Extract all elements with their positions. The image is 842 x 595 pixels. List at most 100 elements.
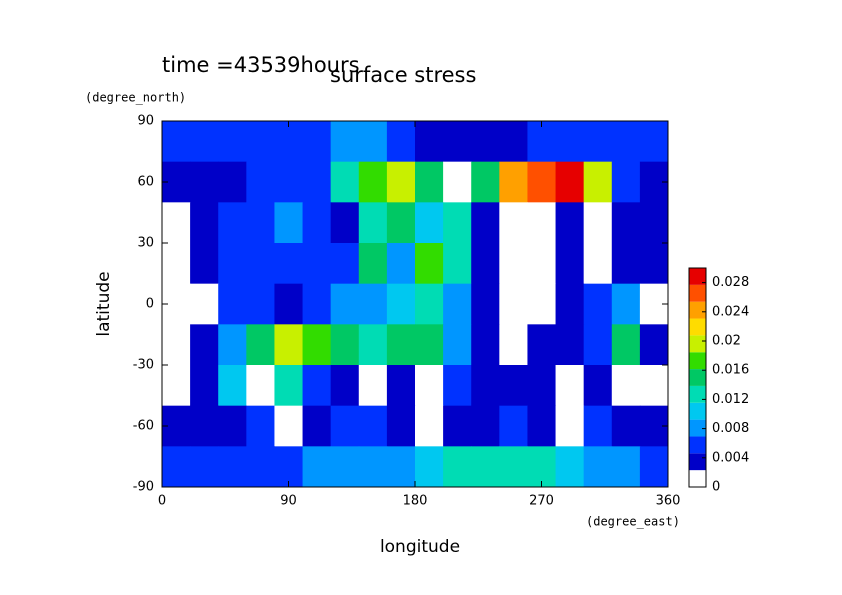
field-cell — [527, 121, 557, 163]
field-cell — [499, 202, 528, 244]
field-cell — [583, 324, 613, 366]
field-cell — [330, 324, 360, 366]
x-axis-label: longitude — [380, 537, 460, 557]
x-unit: (degree_east) — [586, 515, 680, 529]
field-cell — [415, 161, 444, 203]
field-cell — [583, 161, 613, 203]
field-cell — [443, 243, 472, 285]
colorbar-band — [689, 352, 706, 370]
field-cell — [358, 243, 388, 285]
field-cell — [190, 283, 219, 325]
field-cell — [302, 243, 332, 285]
field-cell — [386, 365, 416, 407]
field-cell — [611, 161, 641, 203]
field-cell — [611, 446, 641, 488]
field-cell — [527, 324, 557, 366]
field-cell — [218, 405, 247, 447]
y-tick-label: 90 — [137, 114, 154, 129]
colorbar-band — [689, 402, 706, 420]
field-cell — [218, 324, 247, 366]
field-cell — [527, 365, 557, 407]
field-cell — [162, 121, 191, 163]
field-cell — [330, 243, 360, 285]
field-cell — [471, 243, 500, 285]
field-cell — [611, 121, 641, 163]
field-cell — [471, 446, 500, 488]
colorbar-band — [689, 385, 706, 403]
field-cell — [330, 202, 360, 244]
field-cell — [386, 243, 416, 285]
colorbar-band — [689, 335, 706, 353]
field-cell — [274, 405, 304, 447]
x-tick-label: 270 — [529, 494, 554, 509]
field-cell — [274, 446, 304, 488]
field-cell — [246, 324, 275, 366]
field-cell — [386, 324, 416, 366]
field-cell — [471, 365, 500, 407]
chart-subtitle: time =43539hours — [162, 53, 360, 77]
field-cell — [499, 161, 528, 203]
field-cell — [246, 121, 275, 163]
field-cell — [246, 202, 275, 244]
field-cell — [583, 365, 613, 407]
field-cell — [190, 121, 219, 163]
x-tick-label: 180 — [403, 494, 428, 509]
field-cell — [190, 446, 219, 488]
y-tick-label: -30 — [133, 358, 154, 373]
field-cell — [302, 283, 332, 325]
field-cell — [611, 365, 641, 407]
field-cell — [386, 202, 416, 244]
field-cell — [499, 283, 528, 325]
y-tick-label: 0 — [146, 297, 154, 312]
field-cell — [527, 202, 557, 244]
field-cell — [302, 446, 332, 488]
field-cell — [330, 161, 360, 203]
field-cell — [218, 283, 247, 325]
field-cell — [527, 446, 557, 488]
x-tick-label: 360 — [656, 494, 681, 509]
field-cell — [218, 446, 247, 488]
field-cell — [639, 365, 669, 407]
field-cell — [358, 121, 388, 163]
field-cell — [274, 365, 304, 407]
field-cell — [471, 202, 500, 244]
colorbar-band — [689, 318, 706, 336]
y-tick-label: -60 — [133, 419, 154, 434]
field-cell — [471, 161, 500, 203]
field-cell — [499, 405, 528, 447]
field-cell — [190, 365, 219, 407]
field-cell — [443, 121, 472, 163]
colorbar-band — [689, 419, 706, 437]
y-tick-label: 30 — [137, 236, 154, 251]
field-cell — [218, 121, 247, 163]
field-cell — [358, 405, 388, 447]
field-cell — [555, 202, 585, 244]
field-cell — [358, 161, 388, 203]
field-cell — [218, 202, 247, 244]
field-cell — [358, 446, 388, 488]
field-cell — [611, 405, 641, 447]
field-cell — [583, 446, 613, 488]
field-cell — [611, 324, 641, 366]
field-cell — [443, 446, 472, 488]
field-cell — [555, 405, 585, 447]
field-cell — [443, 405, 472, 447]
y-unit: (degree_north) — [85, 91, 186, 105]
colorbar-tick-label: 0.028 — [712, 275, 749, 290]
field-cell — [302, 405, 332, 447]
field-cell — [302, 202, 332, 244]
field-cell — [218, 243, 247, 285]
field-cell — [330, 405, 360, 447]
colorbar-tick-label: 0 — [712, 480, 720, 495]
field-cell — [386, 405, 416, 447]
colorbar-tick-label: 0.008 — [712, 421, 749, 436]
field-cell — [583, 202, 613, 244]
field-cell — [555, 365, 585, 407]
field-cell — [639, 121, 669, 163]
field-cell — [358, 283, 388, 325]
field-cell — [246, 365, 275, 407]
colorbar-tick-label: 0.012 — [712, 392, 749, 407]
field-cell — [555, 161, 585, 203]
x-tick-label: 0 — [158, 494, 166, 509]
